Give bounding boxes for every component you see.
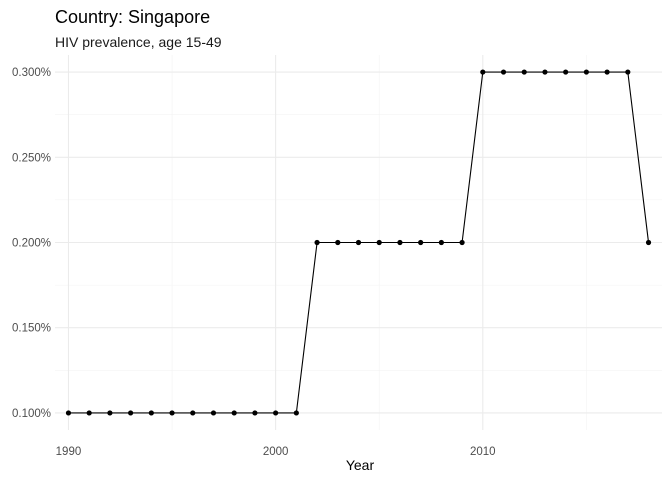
data-point (86, 410, 92, 416)
data-point (604, 69, 610, 75)
data-point (148, 410, 154, 416)
x-tick-label: 1990 (56, 446, 82, 458)
data-point (128, 410, 134, 416)
data-point (645, 239, 652, 246)
data-point (376, 239, 382, 246)
data-point (521, 69, 527, 75)
x-axis-title: Year (346, 457, 375, 473)
data-point (397, 239, 403, 246)
data-point (293, 410, 299, 416)
data-point (169, 410, 175, 416)
y-tick-label: 0.150% (12, 323, 51, 335)
data-point (355, 239, 362, 246)
y-tick-label: 0.200% (12, 238, 51, 250)
data-point (542, 69, 548, 75)
data-points (65, 69, 652, 416)
chart-subtitle: HIV prevalence, age 15-49 (55, 34, 222, 50)
data-point (65, 410, 72, 416)
data-point (625, 69, 631, 75)
data-point (210, 410, 217, 416)
data-point (459, 239, 465, 246)
gridlines (55, 55, 662, 430)
data-point (480, 69, 486, 75)
data-point (335, 239, 341, 246)
data-point (107, 410, 113, 416)
chart-title: Country: Singapore (55, 7, 210, 27)
data-point (190, 410, 196, 416)
data-point (231, 410, 237, 416)
data-point (314, 239, 320, 246)
data-point (418, 239, 424, 246)
x-axis-tick-labels: 1990 2000 2010 (56, 446, 496, 458)
y-tick-label: 0.250% (12, 152, 51, 164)
data-point (583, 69, 589, 75)
x-tick-label: 2010 (470, 446, 496, 458)
data-point (563, 69, 569, 75)
y-tick-label: 0.300% (12, 67, 51, 79)
data-point (252, 410, 258, 416)
data-point (438, 239, 444, 246)
y-axis-tick-labels: 0.100% 0.150% 0.200% 0.250% 0.300% (12, 67, 51, 420)
data-point (273, 410, 279, 416)
data-point (500, 69, 507, 75)
y-tick-label: 0.100% (12, 408, 51, 420)
x-tick-label: 2000 (263, 446, 289, 458)
